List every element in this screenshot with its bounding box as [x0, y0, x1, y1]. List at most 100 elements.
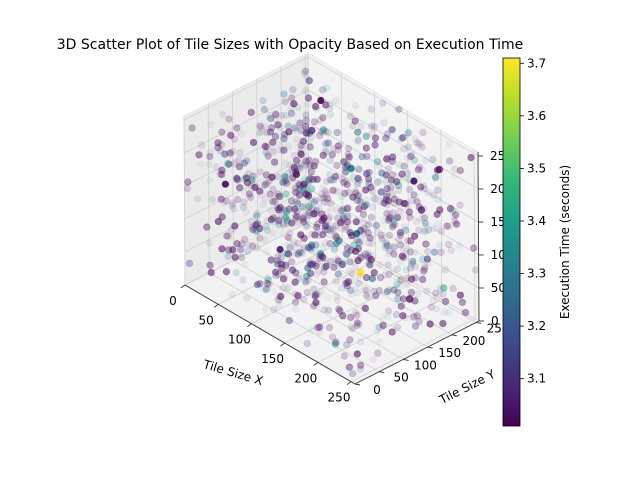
data-point [311, 247, 320, 255]
data-point [220, 199, 228, 207]
data-point [426, 320, 434, 328]
data-point [234, 176, 242, 184]
grid-line-z-left [184, 221, 310, 286]
data-point [288, 258, 296, 266]
data-point [338, 261, 346, 269]
data-point [322, 221, 330, 229]
data-point [387, 176, 396, 184]
x-tick [180, 284, 186, 289]
data-point [406, 186, 414, 194]
colorbar-tick-label: 3.2 [527, 319, 546, 333]
data-point [303, 130, 311, 139]
data-point [227, 131, 235, 139]
data-point [309, 261, 317, 270]
data-point [407, 237, 415, 245]
grid-line-y-left [183, 115, 186, 286]
data-point [292, 188, 300, 196]
data-point [275, 301, 283, 309]
data-point [264, 152, 272, 160]
data-point [315, 205, 323, 213]
data-point [256, 280, 264, 288]
data-point [384, 307, 393, 315]
data-point [433, 305, 441, 313]
data-point [325, 171, 334, 179]
data-point [308, 241, 316, 249]
data-point [322, 189, 330, 198]
data-point [219, 110, 227, 119]
data-point [393, 178, 401, 186]
data-point [281, 179, 289, 187]
data-point [413, 312, 422, 320]
data-point [414, 175, 422, 183]
data-point [245, 190, 253, 198]
data-point [312, 105, 321, 113]
data-point [432, 173, 440, 181]
data-point [445, 140, 453, 148]
data-point [216, 147, 224, 155]
data-point [233, 174, 241, 182]
data-point [294, 239, 302, 247]
grid-line-z-back [308, 155, 479, 256]
data-point [263, 274, 271, 282]
data-point [330, 263, 338, 271]
data-point [421, 214, 429, 222]
data-point [227, 226, 235, 234]
data-point [376, 338, 384, 346]
data-point [264, 217, 272, 225]
data-point [328, 333, 337, 341]
data-point [285, 205, 293, 213]
data-point [421, 262, 429, 271]
data-point [281, 206, 289, 214]
data-point [283, 216, 291, 224]
data-point [407, 288, 416, 297]
grid-lines [183, 52, 480, 385]
data-point [382, 134, 390, 142]
grid-line-y-left [256, 79, 259, 249]
data-point [314, 228, 322, 236]
data-point [280, 206, 288, 214]
data-point [282, 160, 290, 168]
data-point [401, 200, 409, 208]
data-point [205, 160, 213, 168]
data-point [342, 280, 350, 288]
data-point [434, 166, 442, 174]
data-point [337, 219, 345, 227]
data-point [244, 170, 252, 178]
data-point [268, 173, 276, 181]
data-point [343, 218, 352, 226]
data-point [386, 214, 394, 222]
data-point [435, 165, 443, 173]
data-point [425, 226, 433, 234]
data-point [300, 69, 308, 77]
data-point [269, 214, 277, 222]
data-point [284, 233, 292, 241]
data-point [307, 168, 316, 176]
data-point [406, 264, 415, 272]
data-point [365, 234, 373, 242]
data-point [313, 220, 322, 228]
data-point [433, 293, 441, 301]
data-point [292, 305, 300, 313]
data-point [396, 231, 405, 240]
data-point [407, 152, 415, 160]
grid-line-y-left [232, 91, 234, 261]
data-point [342, 168, 350, 176]
data-point [184, 178, 192, 186]
data-point [452, 211, 460, 219]
data-point [257, 128, 266, 136]
data-point [183, 184, 191, 193]
grid-line-y-floor [233, 260, 404, 360]
data-point [300, 244, 308, 252]
data-point [252, 221, 260, 229]
data-point [370, 123, 379, 131]
data-point [304, 94, 313, 102]
data-point [399, 174, 408, 182]
data-point [262, 285, 270, 293]
data-point [266, 190, 274, 198]
data-point [319, 151, 327, 159]
x-tick [313, 361, 319, 366]
data-point [393, 323, 402, 331]
data-point [216, 167, 224, 175]
data-point [301, 277, 310, 285]
data-point [284, 241, 292, 249]
